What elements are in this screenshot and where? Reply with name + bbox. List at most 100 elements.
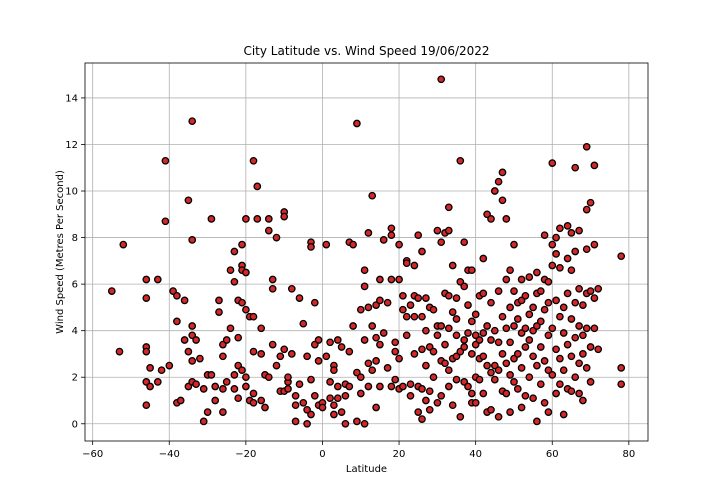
- data-point: [391, 375, 400, 384]
- data-point: [184, 347, 193, 356]
- data-point: [368, 191, 377, 200]
- data-point: [460, 336, 469, 344]
- data-point: [502, 215, 511, 223]
- data-point: [536, 287, 545, 295]
- data-point: [418, 385, 426, 393]
- data-point: [230, 385, 239, 393]
- data-point: [437, 75, 446, 84]
- data-point: [422, 361, 430, 370]
- data-point: [372, 403, 380, 412]
- data-point: [544, 298, 553, 307]
- data-point: [249, 347, 258, 356]
- data-point: [379, 329, 388, 337]
- data-point: [418, 312, 426, 321]
- data-point: [376, 275, 384, 284]
- data-point: [215, 296, 223, 305]
- data-point: [353, 417, 361, 426]
- data-point: [341, 419, 350, 428]
- data-point: [180, 296, 189, 305]
- data-point: [575, 322, 583, 330]
- data-point: [571, 247, 580, 256]
- data-point: [249, 389, 258, 398]
- data-point: [502, 324, 511, 333]
- data-point: [460, 343, 469, 351]
- data-point: [188, 331, 197, 340]
- data-point: [322, 352, 331, 361]
- data-point: [395, 354, 403, 363]
- data-point: [360, 282, 369, 291]
- data-point: [479, 289, 488, 298]
- data-point: [452, 315, 461, 323]
- data-point: [521, 391, 530, 400]
- data-point: [364, 303, 373, 312]
- data-point: [307, 243, 315, 251]
- data-point: [406, 380, 415, 389]
- y-tick-label: 10: [65, 187, 78, 198]
- data-point: [376, 382, 384, 391]
- data-point: [502, 359, 511, 368]
- data-point: [517, 275, 526, 284]
- data-point: [448, 261, 457, 270]
- data-point: [142, 401, 151, 410]
- data-point: [533, 268, 541, 277]
- data-point: [510, 287, 518, 295]
- data-point: [544, 366, 553, 375]
- data-point: [563, 222, 572, 230]
- data-point: [153, 378, 162, 386]
- data-point: [579, 331, 587, 340]
- y-axis: 0 2 4 6 8 10 12 14: [65, 93, 85, 430]
- data-point: [379, 236, 388, 244]
- data-point: [107, 287, 116, 295]
- data-point: [425, 387, 434, 396]
- data-point: [467, 317, 476, 326]
- data-point: [422, 326, 430, 335]
- data-point: [142, 294, 151, 302]
- data-point: [333, 382, 342, 391]
- data-point: [536, 317, 545, 326]
- data-point: [291, 391, 300, 400]
- data-point: [490, 375, 499, 384]
- data-point: [456, 412, 465, 421]
- data-point: [337, 408, 346, 416]
- data-point: [513, 350, 522, 358]
- data-point: [199, 385, 208, 393]
- data-point: [422, 294, 430, 302]
- data-point: [452, 375, 461, 384]
- data-point: [249, 398, 258, 407]
- data-point: [326, 338, 334, 347]
- data-point: [590, 240, 599, 249]
- data-point: [494, 412, 503, 421]
- data-point: [467, 389, 476, 398]
- data-point: [552, 233, 560, 242]
- data-point: [586, 287, 595, 295]
- data-point: [268, 284, 277, 293]
- data-point: [464, 382, 472, 391]
- data-point: [567, 266, 576, 275]
- data-point: [567, 352, 576, 361]
- data-point: [483, 361, 491, 370]
- data-point: [242, 305, 250, 314]
- data-point: [490, 326, 499, 335]
- data-point: [582, 364, 591, 372]
- data-point: [525, 336, 534, 344]
- data-point: [471, 310, 480, 319]
- data-point: [479, 389, 488, 398]
- data-point: [513, 385, 522, 393]
- data-point: [360, 419, 369, 428]
- data-point: [517, 403, 526, 412]
- x-tick-label: 0: [319, 449, 325, 460]
- data-point: [387, 231, 396, 240]
- data-point: [460, 282, 469, 291]
- data-point: [487, 298, 495, 307]
- data-point: [337, 343, 346, 351]
- data-point: [418, 247, 426, 256]
- data-point: [410, 261, 419, 270]
- data-point: [230, 277, 239, 286]
- data-point: [510, 240, 518, 249]
- data-point: [192, 380, 200, 389]
- x-tick-label: 80: [622, 449, 635, 460]
- data-point: [219, 385, 227, 393]
- data-point: [556, 380, 564, 389]
- data-point: [284, 385, 292, 393]
- data-point: [173, 291, 181, 300]
